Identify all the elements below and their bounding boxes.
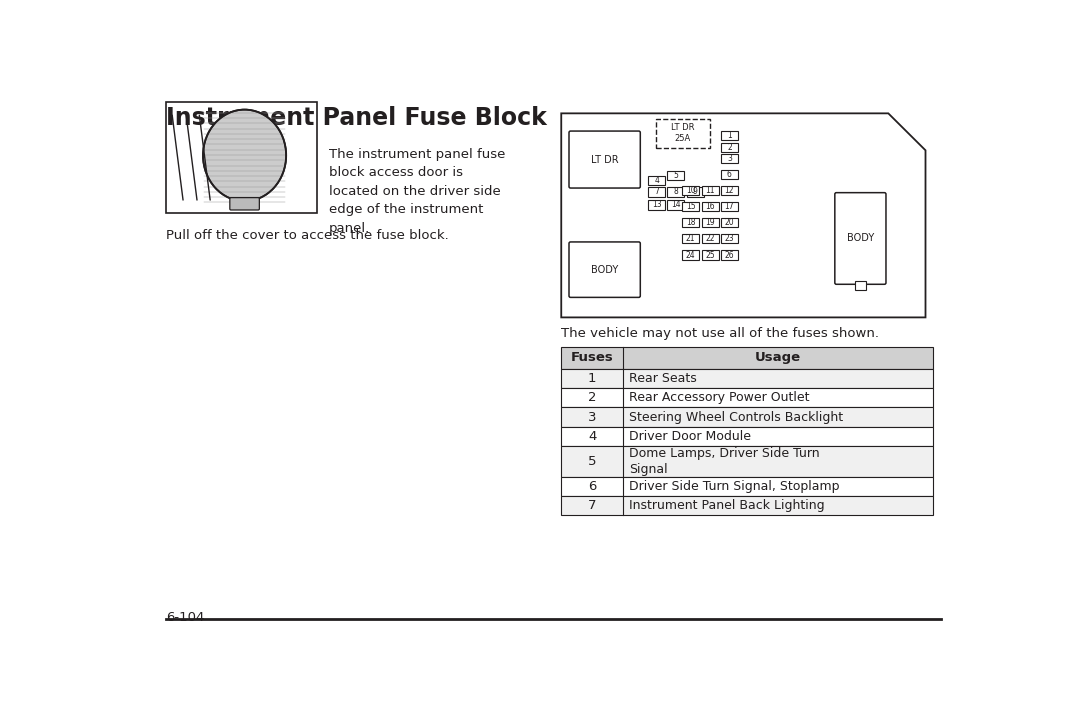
Text: 24: 24	[686, 251, 696, 259]
Bar	[683, 251, 699, 260]
Bar	[667, 200, 685, 210]
Text: 6: 6	[589, 480, 596, 493]
Bar	[702, 218, 718, 228]
Bar	[562, 388, 933, 408]
Text: 21: 21	[686, 234, 696, 243]
Bar	[648, 200, 665, 210]
Bar	[721, 251, 738, 260]
Text: Instrument Panel Back Lighting: Instrument Panel Back Lighting	[630, 499, 825, 512]
Text: Usage: Usage	[755, 351, 801, 364]
Text: LT DR: LT DR	[591, 155, 619, 165]
Bar	[648, 187, 665, 197]
Bar	[648, 176, 665, 185]
Ellipse shape	[203, 109, 286, 201]
Bar	[562, 477, 933, 496]
Text: 7: 7	[588, 499, 596, 512]
Bar	[683, 218, 699, 228]
Text: 2: 2	[588, 392, 596, 405]
Text: 9: 9	[693, 187, 698, 197]
Text: Driver Side Turn Signal, Stoplamp: Driver Side Turn Signal, Stoplamp	[630, 480, 840, 493]
Bar	[721, 202, 738, 211]
Text: 7: 7	[654, 187, 659, 197]
Text: 4: 4	[589, 430, 596, 443]
Text: The vehicle may not use all of the fuses shown.: The vehicle may not use all of the fuses…	[562, 327, 879, 340]
FancyBboxPatch shape	[230, 197, 259, 210]
Text: 1: 1	[727, 131, 732, 140]
Bar	[721, 169, 738, 179]
Text: 14: 14	[671, 200, 680, 210]
Text: Rear Accessory Power Outlet: Rear Accessory Power Outlet	[630, 392, 810, 405]
Text: 17: 17	[725, 202, 734, 211]
Text: 26: 26	[725, 251, 734, 259]
Text: 1: 1	[588, 372, 596, 385]
Bar	[702, 186, 718, 195]
Text: 15: 15	[686, 202, 696, 211]
Text: 5: 5	[674, 171, 678, 180]
Bar	[562, 346, 933, 369]
Text: The instrument panel fuse
block access door is
located on the driver side
edge o: The instrument panel fuse block access d…	[328, 148, 505, 235]
Text: 10: 10	[686, 186, 696, 195]
Bar	[683, 202, 699, 211]
Bar	[166, 102, 318, 213]
Text: 13: 13	[651, 200, 661, 210]
Text: 19: 19	[705, 218, 715, 228]
Text: 3: 3	[727, 154, 732, 163]
FancyBboxPatch shape	[569, 131, 640, 188]
Text: Fuses: Fuses	[571, 351, 613, 364]
Text: 5: 5	[588, 455, 596, 468]
Bar	[562, 369, 933, 388]
Text: Driver Door Module: Driver Door Module	[630, 430, 752, 443]
Bar	[667, 187, 685, 197]
Text: 22: 22	[705, 234, 715, 243]
FancyBboxPatch shape	[835, 193, 886, 284]
Bar	[702, 202, 718, 211]
Bar	[702, 251, 718, 260]
Polygon shape	[562, 113, 926, 318]
Bar	[721, 154, 738, 163]
Bar	[683, 186, 699, 195]
Text: 2: 2	[727, 143, 732, 152]
Bar	[562, 446, 933, 477]
Text: 3: 3	[588, 410, 596, 423]
FancyBboxPatch shape	[656, 119, 710, 148]
Bar	[721, 143, 738, 152]
Text: 8: 8	[674, 187, 678, 197]
Text: Instrument Panel Fuse Block: Instrument Panel Fuse Block	[166, 106, 546, 130]
Text: 11: 11	[705, 186, 715, 195]
Text: LT DR
25A: LT DR 25A	[671, 123, 694, 143]
Bar	[667, 171, 685, 180]
Bar	[721, 218, 738, 228]
Bar	[702, 234, 718, 243]
Text: 16: 16	[705, 202, 715, 211]
Text: 25: 25	[705, 251, 715, 259]
Text: 23: 23	[725, 234, 734, 243]
Bar	[721, 234, 738, 243]
Bar	[721, 186, 738, 195]
Text: Dome Lamps, Driver Side Turn
Signal: Dome Lamps, Driver Side Turn Signal	[630, 447, 820, 476]
Bar	[562, 496, 933, 516]
Bar	[562, 427, 933, 446]
Text: Steering Wheel Controls Backlight: Steering Wheel Controls Backlight	[630, 410, 843, 423]
Text: Pull off the cover to access the fuse block.: Pull off the cover to access the fuse bl…	[166, 229, 449, 242]
Text: 6: 6	[727, 170, 732, 179]
Text: 4: 4	[654, 176, 659, 185]
Text: Rear Seats: Rear Seats	[630, 372, 698, 385]
Text: BODY: BODY	[591, 265, 618, 274]
FancyBboxPatch shape	[569, 242, 640, 297]
Bar	[721, 131, 738, 140]
Text: 6-104: 6-104	[166, 611, 204, 624]
Bar	[683, 234, 699, 243]
Bar	[562, 408, 933, 427]
Bar	[687, 187, 704, 197]
Text: 12: 12	[725, 186, 734, 195]
Text: BODY: BODY	[847, 233, 874, 243]
Bar	[855, 282, 866, 290]
Text: 20: 20	[725, 218, 734, 228]
Text: 18: 18	[686, 218, 696, 228]
